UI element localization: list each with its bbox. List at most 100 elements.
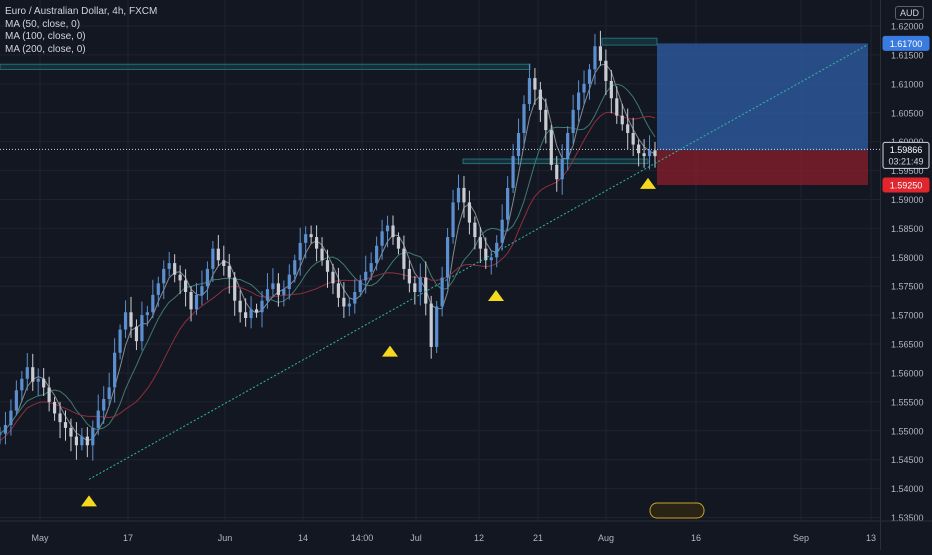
candle-body: [151, 294, 155, 313]
candle-body: [85, 436, 89, 446]
price-tick-label: 1.61000: [891, 79, 924, 89]
zones: [0, 37, 658, 165]
candle-body: [358, 280, 362, 293]
candle-body: [107, 387, 111, 399]
candle-body: [385, 225, 390, 232]
candle-body: [205, 268, 210, 287]
candle-body: [582, 83, 586, 93]
candle-body: [20, 378, 24, 391]
candle-body: [331, 271, 335, 284]
time-tick-label: May: [31, 533, 49, 543]
candle-body: [189, 292, 193, 310]
candle-body: [178, 274, 182, 281]
stop-label-bg: [882, 177, 930, 193]
candle-body: [484, 248, 488, 261]
candle-body: [413, 283, 417, 293]
candle-body: [467, 202, 472, 223]
candle-body: [42, 378, 46, 388]
candle-body: [560, 159, 564, 180]
candle-body: [260, 300, 264, 313]
candle-body: [549, 130, 553, 165]
candle-body: [265, 289, 270, 301]
candle-body: [47, 387, 51, 402]
indicator-ma50[interactable]: MA (50, close, 0): [5, 18, 81, 30]
candle-body: [74, 436, 79, 446]
price-bars: [0, 30, 657, 461]
currency-button[interactable]: AUD: [894, 6, 924, 20]
candle-body: [527, 78, 532, 105]
candle-body: [407, 268, 411, 284]
candle-body: [566, 132, 570, 160]
indicator-ma100[interactable]: MA (100, close, 0): [5, 31, 86, 42]
candle-body: [336, 283, 341, 298]
candle-body: [631, 132, 635, 145]
loss-zone: [657, 150, 868, 186]
candle-body: [456, 187, 461, 203]
events-icon: [649, 502, 705, 519]
legend: Euro / Australian Dollar, 4h, FXCM MA (5…: [5, 6, 157, 56]
candle-body: [642, 153, 646, 157]
current-price-label: 1.59866: [890, 145, 923, 155]
candle-body: [637, 144, 641, 154]
time-tick-label: Sep: [793, 533, 809, 543]
indicator-ma200[interactable]: MA (200, close, 0): [5, 43, 86, 55]
candle-body: [31, 367, 35, 382]
price-tick-label: 1.57000: [891, 311, 924, 321]
take-profit-label: 1.61700: [890, 39, 923, 49]
signal-marker: [382, 345, 398, 357]
time-tick-label: 21: [533, 533, 543, 543]
signal-marker: [488, 290, 504, 302]
time-axis[interactable]: May 17 Jun 14 14:00 Jul 12 21 Aug 16 Sep 13: [0, 520, 932, 543]
candle-body: [375, 245, 379, 264]
price-tick-label: 1.58500: [891, 224, 924, 234]
candle-body: [402, 248, 406, 269]
price-tick-label: 1.55500: [891, 397, 924, 407]
countdown-label: 03:21:49: [888, 156, 923, 166]
candle-body: [511, 156, 515, 188]
candle-body: [25, 367, 29, 379]
time-tick-label: 12: [474, 533, 484, 543]
candle-body: [440, 277, 444, 307]
candle-body: [571, 109, 575, 133]
candle-body: [9, 410, 13, 426]
candle-body: [309, 234, 313, 238]
position-tool[interactable]: [657, 43, 868, 186]
price-tick-label: 1.61500: [891, 50, 924, 60]
trendline[interactable]: [0, 44, 880, 480]
price-tick-label: 1.59500: [891, 166, 924, 176]
candle-body: [598, 46, 603, 61]
trendline-line: [88, 44, 869, 480]
candle-body: [462, 187, 466, 203]
candle-body: [604, 60, 608, 81]
candle-body: [429, 303, 433, 347]
price-tick-label: 1.53500: [891, 513, 924, 523]
candle-body: [325, 260, 330, 272]
candle-body: [533, 78, 537, 90]
time-tick-label: 13: [866, 533, 876, 543]
candle-body: [91, 427, 95, 446]
candle-body: [396, 237, 401, 249]
candle-body: [451, 202, 455, 238]
candle-body: [353, 292, 357, 304]
candle-body: [113, 352, 117, 388]
candle-body: [435, 306, 439, 347]
candle-body: [424, 277, 428, 304]
price-axis[interactable]: 1.620001.615001.610001.605001.600001.595…: [891, 22, 924, 524]
candle-body: [576, 92, 581, 110]
candle-body: [391, 225, 395, 238]
candle-body: [304, 234, 308, 243]
candle-body: [587, 69, 592, 84]
candle-body: [63, 422, 68, 428]
candle-body: [238, 300, 242, 313]
zone-box: [601, 37, 658, 46]
candle-body: [0, 433, 2, 435]
candle-body: [200, 286, 204, 295]
candle-body: [244, 312, 248, 319]
candle-body: [134, 326, 139, 342]
signal-marker: [640, 177, 656, 189]
candle-body: [173, 263, 177, 275]
candle-body: [609, 80, 613, 99]
